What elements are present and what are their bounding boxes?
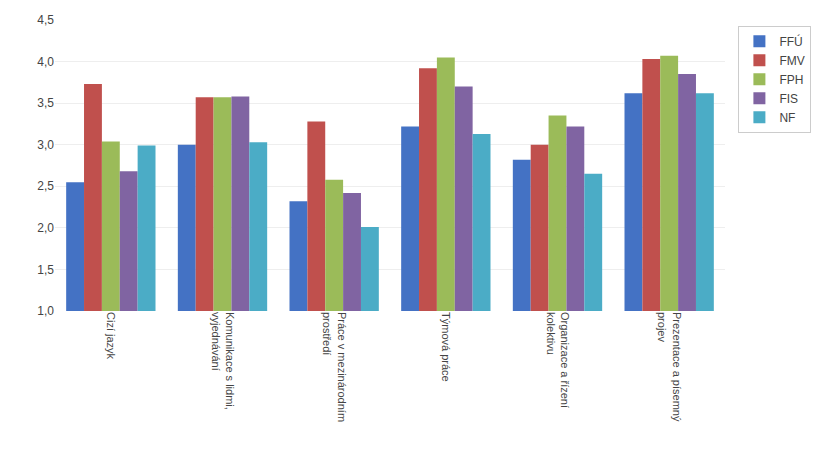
svg-text:Prezentace a písemnýprojev: Prezentace a písemnýprojev	[656, 312, 682, 422]
svg-text:1,0: 1,0	[37, 304, 54, 318]
svg-text:Komunikace s lidmi,vyjednávání: Komunikace s lidmi,vyjednávání	[210, 312, 236, 410]
svg-text:FIS: FIS	[779, 92, 798, 106]
svg-text:4,0: 4,0	[37, 55, 54, 69]
svg-text:Týmová práce: Týmová práce	[440, 312, 452, 382]
svg-text:FFÚ: FFÚ	[779, 34, 802, 49]
svg-text:2,5: 2,5	[37, 179, 54, 193]
svg-text:2,0: 2,0	[37, 221, 54, 235]
svg-text:Práce v mezinárodnímprostředí: Práce v mezinárodnímprostředí	[321, 312, 347, 422]
svg-text:Organizace a řízeníkolektivu: Organizace a řízeníkolektivu	[545, 312, 571, 408]
svg-text:FMV: FMV	[779, 54, 804, 68]
svg-text:NF: NF	[779, 111, 795, 125]
svg-text:4,5: 4,5	[37, 13, 54, 27]
svg-text:3,0: 3,0	[37, 138, 54, 152]
svg-text:1,5: 1,5	[37, 263, 54, 277]
svg-text:3,5: 3,5	[37, 96, 54, 110]
svg-text:Cizí jazyk: Cizí jazyk	[105, 312, 117, 360]
svg-text:FPH: FPH	[779, 73, 803, 87]
